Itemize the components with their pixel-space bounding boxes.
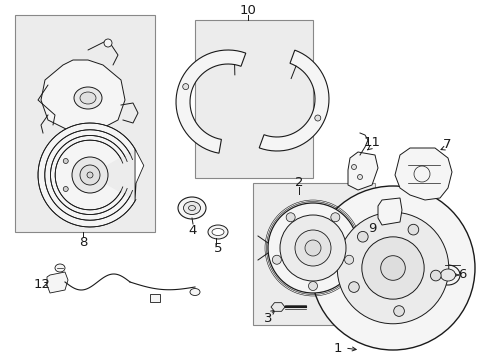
Polygon shape <box>259 50 328 151</box>
Text: 12: 12 <box>34 278 50 291</box>
Bar <box>15 15 155 232</box>
Circle shape <box>393 306 404 316</box>
Polygon shape <box>394 148 451 200</box>
Circle shape <box>272 255 281 264</box>
Circle shape <box>351 165 356 170</box>
Text: 1: 1 <box>333 342 342 355</box>
Ellipse shape <box>188 206 195 211</box>
Circle shape <box>344 255 353 264</box>
Ellipse shape <box>207 225 227 239</box>
Polygon shape <box>377 198 401 225</box>
Circle shape <box>305 240 320 256</box>
Text: 11: 11 <box>363 135 380 148</box>
Ellipse shape <box>55 264 65 272</box>
Circle shape <box>183 84 188 90</box>
Bar <box>252 183 374 325</box>
Circle shape <box>337 212 448 324</box>
Circle shape <box>63 186 68 192</box>
Circle shape <box>72 157 108 193</box>
Polygon shape <box>41 60 125 133</box>
Circle shape <box>104 39 112 47</box>
Polygon shape <box>47 272 68 293</box>
Bar <box>195 20 312 178</box>
Circle shape <box>314 115 320 121</box>
Text: 5: 5 <box>213 243 222 256</box>
Bar <box>150 294 160 302</box>
Ellipse shape <box>178 197 205 219</box>
Circle shape <box>413 166 429 182</box>
Circle shape <box>63 158 68 163</box>
Ellipse shape <box>440 269 454 281</box>
Circle shape <box>357 231 367 242</box>
Polygon shape <box>38 123 135 227</box>
Text: 3: 3 <box>263 311 272 324</box>
Polygon shape <box>347 152 377 190</box>
Polygon shape <box>135 149 143 201</box>
Ellipse shape <box>435 265 459 285</box>
Circle shape <box>330 213 339 222</box>
Circle shape <box>294 230 330 266</box>
Text: 6: 6 <box>457 269 465 282</box>
Ellipse shape <box>190 288 200 296</box>
Circle shape <box>429 270 440 281</box>
Circle shape <box>357 175 362 180</box>
Circle shape <box>285 213 295 222</box>
Circle shape <box>380 256 405 280</box>
Text: 9: 9 <box>367 221 375 234</box>
Circle shape <box>280 215 346 281</box>
Circle shape <box>87 172 93 178</box>
Circle shape <box>407 224 418 235</box>
Circle shape <box>308 282 317 291</box>
Text: 4: 4 <box>188 224 197 237</box>
Ellipse shape <box>74 87 102 109</box>
Circle shape <box>310 186 474 350</box>
Circle shape <box>361 237 423 299</box>
Text: 7: 7 <box>442 138 450 150</box>
Ellipse shape <box>212 229 224 235</box>
Text: 8: 8 <box>79 237 87 249</box>
Circle shape <box>348 282 359 292</box>
Polygon shape <box>270 303 285 311</box>
Polygon shape <box>176 50 245 153</box>
Ellipse shape <box>80 92 96 104</box>
Ellipse shape <box>183 202 200 215</box>
Circle shape <box>80 165 100 185</box>
Circle shape <box>267 203 357 293</box>
Text: 2: 2 <box>294 175 303 189</box>
Text: 10: 10 <box>239 4 256 17</box>
